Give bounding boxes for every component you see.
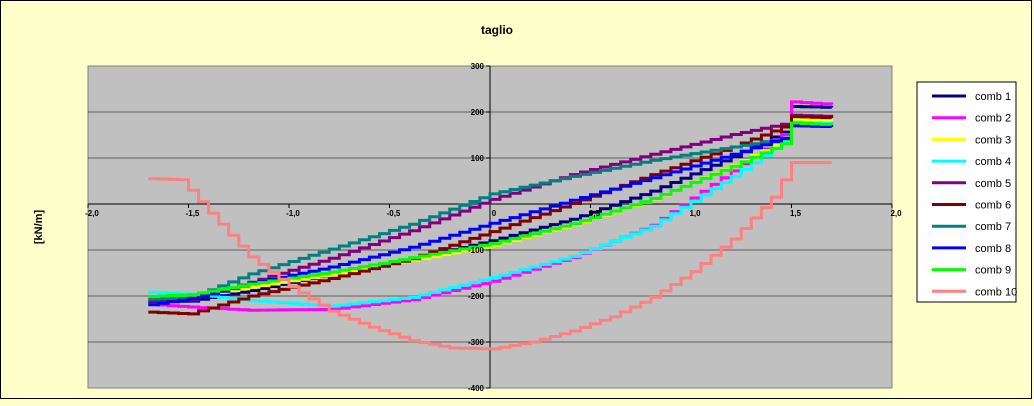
legend-label: comb 7 xyxy=(975,221,1011,233)
series-line-comb-5 xyxy=(148,113,834,303)
series-line-comb-7 xyxy=(148,124,834,301)
tick-layer: -2,0 -1,5 -1,0 -0,5 0 0,5 1,0 1,5 2,0 -400 -300 -20… xyxy=(85,62,902,393)
y-tick-label: 100 xyxy=(471,154,485,163)
x-tick-label: 1,0 xyxy=(689,209,701,218)
legend-label: comb 2 xyxy=(975,113,1011,125)
legend: comb 1 comb 2 comb 3 comb 4 comb 5 comb 6 comb… xyxy=(916,81,1017,303)
legend-label: comb 1 xyxy=(975,91,1011,103)
legend-item: comb 8 xyxy=(932,243,1011,255)
legend-item: comb 4 xyxy=(932,156,1011,168)
chart-title: taglio xyxy=(481,23,513,37)
y-tick-label: -100 xyxy=(468,246,485,255)
series-layer xyxy=(148,100,834,351)
series-line-comb-10 xyxy=(148,161,832,351)
x-tick-label: -2,0 xyxy=(85,209,99,218)
x-tick-label: 0 xyxy=(492,209,497,218)
legend-item: comb 1 xyxy=(932,91,1011,103)
legend-label: comb 10 xyxy=(975,286,1017,298)
legend-label: comb 4 xyxy=(975,156,1011,168)
legend-label: comb 9 xyxy=(975,265,1011,277)
legend-label: comb 8 xyxy=(975,243,1011,255)
legend-items: comb 1 comb 2 comb 3 comb 4 comb 5 comb 6 comb… xyxy=(932,91,1017,298)
x-tick-label: 1,5 xyxy=(790,209,802,218)
x-tick-label: 0,5 xyxy=(589,209,601,218)
series-line-comb-6 xyxy=(148,115,834,316)
series-line-comb-9 xyxy=(148,121,834,298)
x-tick-label: -1,0 xyxy=(286,209,300,218)
series-line-comb-4 xyxy=(148,120,834,308)
y-tick-label: 300 xyxy=(471,62,485,71)
legend-item: comb 10 xyxy=(932,286,1017,298)
y-tick-label: 200 xyxy=(471,108,485,117)
legend-item: comb 2 xyxy=(932,113,1011,125)
legend-label: comb 5 xyxy=(975,178,1011,190)
legend-item: comb 7 xyxy=(932,221,1011,233)
legend-item: comb 9 xyxy=(932,265,1011,277)
y-tick-label: -300 xyxy=(468,338,485,347)
series-line-comb-1 xyxy=(148,105,834,304)
series-line-comb-2 xyxy=(148,100,834,312)
x-tick-label: 2,0 xyxy=(890,209,902,218)
y-tick-label: -400 xyxy=(468,384,485,393)
legend-label: comb 3 xyxy=(975,134,1011,146)
x-tick-label: -1,5 xyxy=(186,209,200,218)
legend-label: comb 6 xyxy=(975,200,1011,212)
x-tick-label: -0,5 xyxy=(387,209,401,218)
y-tick-label: -200 xyxy=(468,292,485,301)
legend-item: comb 5 xyxy=(932,178,1011,190)
legend-item: comb 6 xyxy=(932,200,1011,212)
y-axis-label: [kN/m] xyxy=(33,210,45,245)
legend-item: comb 3 xyxy=(932,134,1011,146)
